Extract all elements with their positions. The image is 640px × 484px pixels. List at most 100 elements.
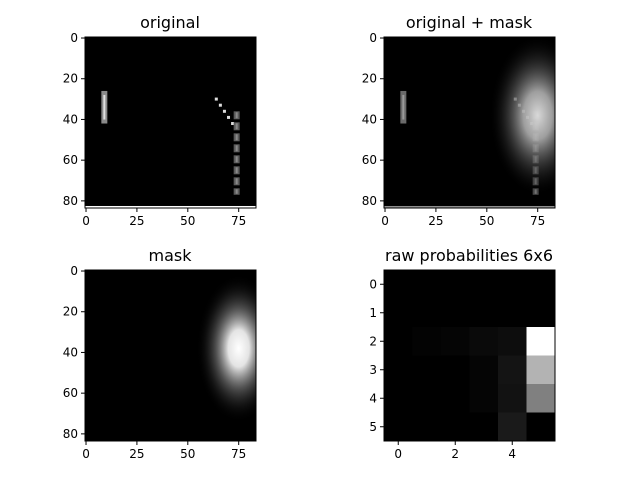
ball-trail-point — [218, 103, 222, 107]
y-tick-label: 80 — [362, 194, 377, 208]
probability-cell — [469, 384, 499, 413]
x-tick-label: 4 — [508, 447, 516, 461]
bottom-boundary — [85, 205, 256, 208]
panel-original-features — [85, 90, 256, 208]
left-paddle-core — [103, 94, 106, 120]
y-tick-label: 0 — [369, 31, 377, 45]
probability-cell — [498, 298, 527, 328]
panel-raw-probabilities-ticks: 0 2 4 0 1 2 3 4 5 — [369, 277, 516, 461]
y-tick-label: 20 — [362, 72, 377, 86]
y-tick-label: 60 — [63, 386, 78, 400]
probability-cell — [498, 327, 527, 356]
probability-cell — [469, 270, 499, 299]
right-paddle-segment-core — [235, 189, 238, 194]
probability-cell — [469, 412, 499, 442]
ball-trail-point — [231, 122, 235, 126]
probability-cell — [412, 384, 442, 413]
y-tick-label: 60 — [63, 153, 78, 167]
x-tick-label: 25 — [129, 214, 144, 228]
panel-mask-title: mask — [149, 246, 193, 265]
x-tick-label: 0 — [82, 447, 90, 461]
probability-cell — [412, 298, 442, 328]
y-tick-label: 80 — [63, 427, 78, 441]
y-tick-label: 4 — [369, 391, 377, 405]
panel-original-title: original — [140, 13, 200, 32]
y-tick-label: 20 — [63, 305, 78, 319]
panel-overlay-ticks: 0 25 50 75 0 20 40 60 80 — [362, 31, 546, 228]
y-tick-label: 2 — [369, 334, 377, 348]
right-paddle-segment-core — [235, 167, 238, 174]
y-tick-label: 20 — [63, 72, 78, 86]
y-tick-label: 80 — [63, 194, 78, 208]
probability-cell — [441, 298, 470, 328]
probability-cell — [441, 384, 470, 413]
y-tick-label: 0 — [70, 31, 78, 45]
probability-cell — [412, 412, 442, 442]
panel-mask-frame — [84, 269, 257, 442]
ball-trail-point — [214, 97, 218, 101]
x-tick-label: 2 — [451, 447, 459, 461]
probability-cell — [412, 270, 442, 299]
probability-cell — [441, 355, 470, 385]
probability-cell — [526, 298, 556, 328]
probability-cell — [412, 355, 442, 385]
right-paddle-segment-core — [235, 123, 238, 130]
y-tick-label: 5 — [369, 420, 377, 434]
probability-cell — [384, 270, 413, 299]
y-tick-label: 40 — [362, 112, 377, 126]
x-tick-label: 0 — [82, 214, 90, 228]
right-paddle-segment-core — [235, 156, 238, 163]
probability-cell — [469, 355, 499, 385]
probability-cell — [526, 384, 556, 413]
probability-grid — [384, 270, 556, 442]
x-tick-label: 50 — [479, 214, 494, 228]
probability-cell — [441, 327, 470, 356]
panel-original-frame — [84, 36, 257, 209]
panel-overlay-title: original + mask — [406, 13, 533, 32]
y-tick-label: 40 — [63, 112, 78, 126]
x-tick-label: 50 — [180, 214, 195, 228]
probability-cell — [441, 412, 470, 442]
panel-original-plus-mask: original + mask 0 25 50 75 0 20 40 60 80 — [362, 13, 556, 228]
probability-cell — [526, 412, 556, 442]
panel-original-ticks: 0 25 50 75 0 20 40 60 80 — [63, 31, 247, 228]
x-tick-label: 75 — [231, 447, 246, 461]
x-tick-label: 50 — [180, 447, 195, 461]
panel-overlay-frame — [383, 36, 556, 209]
x-tick-label: 0 — [394, 447, 402, 461]
panel-mask: mask 0 25 50 75 0 20 40 60 80 — [63, 246, 257, 461]
x-tick-label: 0 — [381, 214, 389, 228]
y-tick-label: 40 — [63, 345, 78, 359]
probability-cell — [526, 355, 556, 385]
right-paddle-segment-core — [235, 145, 238, 152]
panel-raw-probabilities-frame — [383, 269, 556, 442]
bottom-boundary — [384, 205, 555, 208]
y-tick-label: 0 — [70, 264, 78, 278]
y-tick-label: 60 — [362, 153, 377, 167]
probability-cell — [498, 384, 527, 413]
panel-original: original 0 25 50 75 0 20 40 60 80 — [63, 13, 257, 228]
probability-cell — [469, 298, 499, 328]
right-paddle-segment-core — [235, 134, 238, 141]
probability-cell — [384, 355, 413, 385]
panel-raw-probabilities: raw probabilities 6x6 0 2 4 0 1 2 3 4 5 — [369, 246, 556, 461]
panel-original-plot — [85, 37, 256, 208]
probability-cell — [384, 412, 413, 442]
x-tick-label: 25 — [129, 447, 144, 461]
probability-cell — [412, 327, 442, 356]
y-tick-label: 3 — [369, 363, 377, 377]
ball-trail-point — [227, 115, 231, 119]
ball-trail-point — [222, 109, 226, 113]
probability-cell — [498, 355, 527, 385]
x-tick-label: 25 — [428, 214, 443, 228]
panel-mask-ticks: 0 25 50 75 0 20 40 60 80 — [63, 264, 247, 461]
overlay-mask-glow — [489, 37, 555, 196]
probability-cell — [526, 327, 556, 356]
probability-cell — [441, 270, 470, 299]
right-paddle-segment-core — [235, 112, 238, 119]
probability-cell — [469, 327, 499, 356]
x-tick-label: 75 — [530, 214, 545, 228]
y-tick-label: 1 — [369, 306, 377, 320]
right-paddle-segment-core — [235, 178, 238, 185]
